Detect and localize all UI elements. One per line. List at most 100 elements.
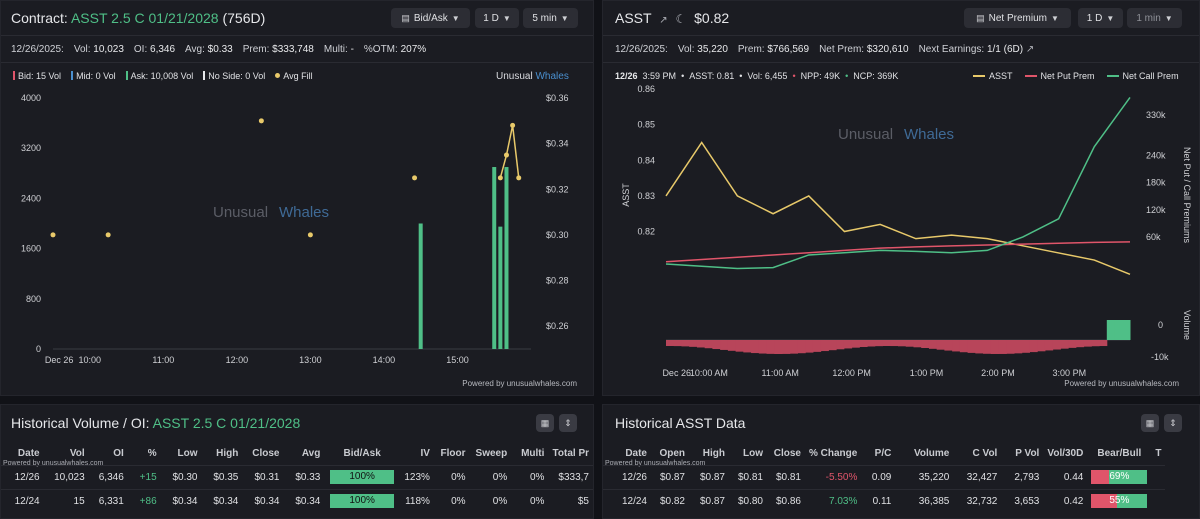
volume-title: Volume xyxy=(1182,310,1192,340)
volume-bar xyxy=(990,340,1000,354)
volume-bar xyxy=(789,340,798,354)
column-header[interactable]: Bear/Bull xyxy=(1097,448,1142,460)
avg-fill-point xyxy=(258,118,264,124)
ticker[interactable]: ASST xyxy=(615,10,652,26)
y-right-tick: 180k xyxy=(1146,178,1166,188)
legend-asst[interactable]: ASST xyxy=(973,71,1013,81)
mode-select[interactable]: ▤ Bid/Ask ▼ xyxy=(391,8,470,28)
volume-bar xyxy=(851,340,860,348)
legend-mid[interactable]: Mid: 0 Vol xyxy=(71,71,116,81)
hist-data-table: Date Open High Low Close % Change P/C Volume C V… xyxy=(603,443,1166,513)
table-cell: $0.35 xyxy=(201,464,243,489)
column-header[interactable]: Vol xyxy=(69,448,85,460)
sort-icon[interactable]: ⇕ xyxy=(559,414,577,432)
table-cell: 100% xyxy=(324,488,400,513)
column-header[interactable]: % xyxy=(147,448,157,460)
volume-bar xyxy=(666,340,675,346)
legend-noside[interactable]: No Side: 0 Vol xyxy=(203,71,265,81)
volume-tick: 0 xyxy=(1158,320,1163,330)
table-cell: $0.86 xyxy=(767,488,805,513)
bid-ask-bar: 100% xyxy=(330,494,394,509)
range-select[interactable]: 1 D ▼ xyxy=(475,8,519,28)
column-header[interactable]: Floor xyxy=(440,448,466,460)
table-cell: $5 xyxy=(548,488,593,513)
column-header[interactable]: P/C xyxy=(874,448,892,460)
legend-avgfill[interactable]: Avg Fill xyxy=(275,71,313,81)
table-cell: $0.82 xyxy=(651,488,689,513)
table-row[interactable]: 12/24 $0.82 $0.87 $0.80 $0.86 7.03% 0.11 36,385… xyxy=(603,488,1166,513)
column-header[interactable]: % Change xyxy=(809,448,858,460)
table-cell: 2,793 xyxy=(1001,464,1044,489)
contract-chart[interactable]: 0 800 1600 2400 3200 4000 $0.26 $0.28 $0.30 $0.32… xyxy=(1,86,594,386)
avg-fill-point xyxy=(516,175,522,181)
column-header[interactable]: High xyxy=(216,448,239,460)
column-header[interactable]: IV xyxy=(420,448,430,460)
columns-icon[interactable]: ▦ xyxy=(536,414,554,432)
column-header[interactable]: Volume xyxy=(913,448,950,460)
y-left-tick: 4000 xyxy=(21,93,41,103)
table-cell: $0.34 xyxy=(160,488,202,513)
column-header[interactable]: P Vol xyxy=(1015,448,1040,460)
legend-bid[interactable]: Bid: 15 Vol xyxy=(13,71,61,81)
volume-bar xyxy=(859,340,868,348)
volume-bar xyxy=(890,340,899,347)
column-header[interactable]: Total Pr xyxy=(552,448,589,460)
avg-fill-point xyxy=(307,232,313,238)
column-header[interactable]: Low xyxy=(743,448,763,460)
legend-npp[interactable]: Net Put Prem xyxy=(1024,71,1095,81)
external-link-icon[interactable]: ↗ xyxy=(659,15,668,26)
column-header[interactable]: Close xyxy=(252,448,280,460)
volume-bar xyxy=(1006,340,1015,354)
external-link-icon[interactable]: ↗ xyxy=(1025,44,1035,55)
interval-select[interactable]: 5 min ▼ xyxy=(523,8,578,28)
table-cell: 6,331 xyxy=(88,488,128,513)
legend-ask[interactable]: Ask: 10,008 Vol xyxy=(125,71,193,81)
table-cell: 32,427 xyxy=(953,464,1002,489)
table-cell: $0.80 xyxy=(729,488,767,513)
column-header[interactable]: OI xyxy=(113,448,124,460)
table-cell: 0% xyxy=(469,488,512,513)
volume-bar xyxy=(712,340,721,350)
volume-bar xyxy=(774,340,783,354)
y-left-tick: 3200 xyxy=(21,143,41,153)
column-header[interactable]: Bid/Ask xyxy=(343,448,381,460)
table-row[interactable]: 12/26 $0.87 $0.87 $0.81 $0.81 -5.50% 0.09 35,22… xyxy=(603,464,1166,489)
premium-mode-select[interactable]: ▤ Net Premium ▼ xyxy=(964,8,1071,28)
column-header[interactable]: Low xyxy=(177,448,198,460)
column-header[interactable]: Avg xyxy=(301,448,321,460)
table-cell xyxy=(1151,464,1166,489)
sort-icon[interactable]: ⇕ xyxy=(1164,414,1182,432)
volume-bar xyxy=(1068,340,1077,348)
legend-ncp[interactable]: Net Call Prem xyxy=(1106,71,1179,81)
column-header[interactable]: Date xyxy=(625,448,647,460)
column-header[interactable]: High xyxy=(702,448,725,460)
volume-bar xyxy=(1075,340,1085,348)
columns-icon[interactable]: ▦ xyxy=(1141,414,1159,432)
hover-readout: 12/26 3:59 PM • ASST: 0.81 • Vol: 6,455 • N… xyxy=(615,71,899,81)
volume-bar xyxy=(936,340,945,350)
avg-fill-point xyxy=(50,232,56,238)
table-row[interactable]: 12/24 15 6,331 +86 $0.34 $0.34 $0.34 $0.34 100% 1… xyxy=(1,488,593,513)
column-header[interactable]: Vol/30D xyxy=(1047,448,1084,460)
column-header[interactable]: Open xyxy=(659,448,685,460)
volume-bar xyxy=(913,340,922,348)
y-right-tick: $0.32 xyxy=(546,184,569,194)
column-header[interactable]: T xyxy=(1155,448,1162,460)
column-header[interactable]: C Vol xyxy=(972,448,998,460)
table-cell: +86 xyxy=(127,488,161,513)
contract-symbol[interactable]: ASST 2.5 C 01/21/2028 xyxy=(70,10,219,26)
x-tick: 12:00 PM xyxy=(832,368,871,378)
asst-chart[interactable]: 0.82 0.83 0.84 0.85 0.86 ASST 60k 120k 180k 240k 3… xyxy=(603,85,1200,385)
volume-bar xyxy=(1037,340,1046,352)
column-header[interactable]: Multi xyxy=(521,448,545,460)
price: $0.82 xyxy=(694,10,730,26)
interval-select[interactable]: 1 min ▼ xyxy=(1127,8,1182,28)
volume-tick: -10k xyxy=(1151,352,1169,362)
y-left-tick: 0.86 xyxy=(637,85,655,94)
table-cell: 0.42 xyxy=(1043,488,1088,513)
column-header[interactable]: Date xyxy=(17,448,40,460)
range-select[interactable]: 1 D ▼ xyxy=(1078,8,1123,28)
column-header[interactable]: Sweep xyxy=(475,448,508,460)
table-row[interactable]: 12/26 10,023 6,346 +15 $0.30 $0.35 $0.31 $0.33 1… xyxy=(1,464,593,489)
column-header[interactable]: Close xyxy=(773,448,801,460)
